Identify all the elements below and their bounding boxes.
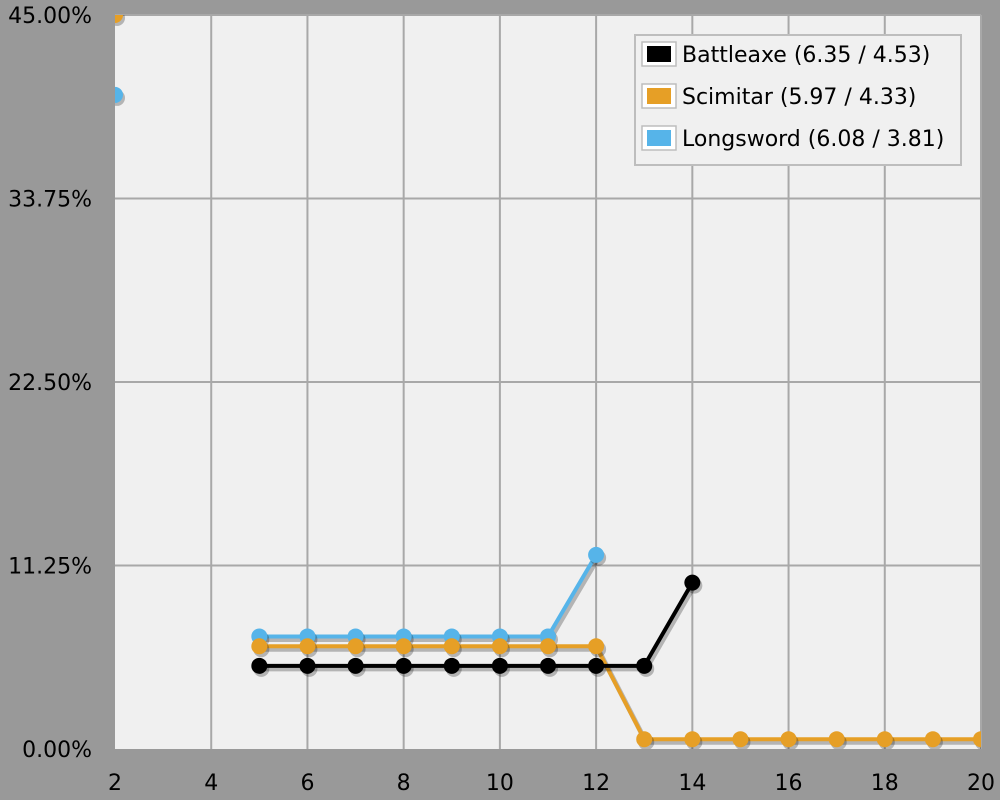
series-line [259,553,598,639]
data-point [684,574,701,591]
data-point [684,731,701,748]
y-tick-label: 33.75% [8,188,92,213]
data-point [347,638,364,655]
legend-label: Scimitar (5.97 / 4.33) [682,85,916,110]
data-point [876,731,893,748]
data-point [540,657,556,674]
y-tick-label: 11.25% [8,555,92,580]
x-tick-label: 4 [204,771,218,796]
data-point [491,657,508,674]
x-tick-label: 6 [300,771,314,796]
legend-swatch [647,130,671,146]
x-tick-label: 2 [108,771,122,796]
series-line [259,644,981,742]
legend-swatch [647,46,671,62]
data-point [828,731,845,748]
data-point [491,638,508,655]
x-tick-label: 20 [967,771,995,796]
data-point [395,657,412,674]
legend: Battleaxe (6.35 / 4.53) Scimitar (5.97 / … [634,34,962,166]
data-point [636,657,653,674]
data-point [588,546,605,563]
legend-label: Longsword (6.08 / 3.81) [682,127,944,152]
data-point [588,657,605,674]
x-tick-label: 12 [582,771,610,796]
data-point [299,638,316,655]
data-point [115,15,123,23]
data-point [973,731,981,748]
series-layer [115,15,981,749]
data-point [251,638,268,655]
x-tick-label: 14 [678,771,706,796]
data-point [588,638,605,655]
x-tick-label: 8 [397,771,411,796]
data-point [395,638,412,655]
legend-label: Battleaxe (6.35 / 4.53) [682,43,930,68]
series-1 [115,15,981,749]
data-point [251,657,268,674]
data-point [299,657,316,674]
data-point [347,657,364,674]
x-tick-label: 18 [871,771,899,796]
y-tick-label: 45.00% [8,4,92,29]
x-tick-label: 10 [486,771,514,796]
data-point [732,731,749,748]
x-tick-label: 16 [775,771,803,796]
data-point [780,731,797,748]
data-point [540,638,556,655]
legend-swatch [647,88,671,104]
data-point [115,86,123,103]
data-point [924,731,941,748]
y-tick-label: 0.00% [22,738,92,763]
series-line [259,581,695,668]
data-point [443,657,460,674]
data-point [443,638,460,655]
legend-box [634,34,962,166]
axis-tick-labels: 2 4 6 8 10 12 14 16 18 20 0.00% 11.25% 22.50% 33.75% 4… [8,4,995,796]
y-tick-label: 22.50% [8,371,92,396]
data-point [636,731,653,748]
series-0 [251,574,703,677]
series-line-shadow [261,584,697,672]
